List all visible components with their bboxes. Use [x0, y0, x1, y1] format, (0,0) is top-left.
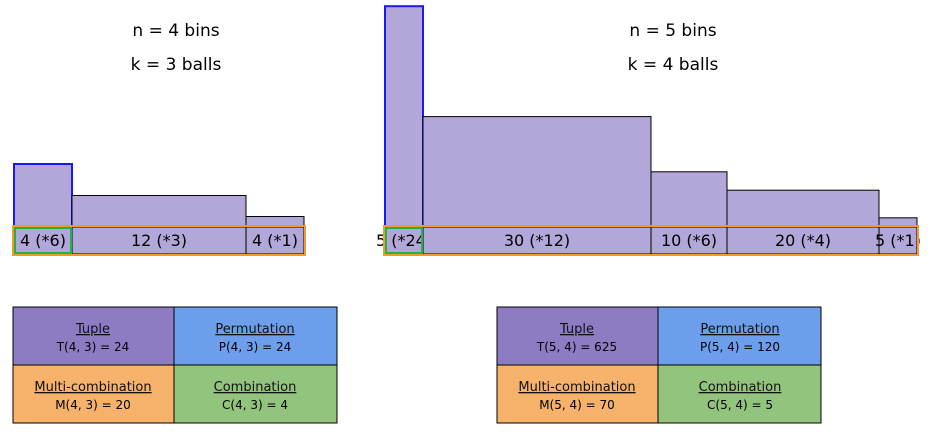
bar-label-0: 4 (*6) [20, 231, 66, 250]
bar-0 [384, 5, 424, 229]
right-combination-value: C(5, 4) = 5 [707, 398, 773, 412]
left-permutation-title: Permutation [215, 322, 294, 337]
right-tuple-cell [496, 306, 659, 366]
bar-label-cell-1 [422, 226, 652, 255]
bar-label-cell-3 [726, 226, 880, 255]
right-permutation-value: P(5, 4) = 120 [700, 340, 780, 354]
right-bar-chart: 5 (*24) 30 (*12) 10 (*6) 20 (*4) 5 (*1) [376, 5, 921, 255]
left-tuple-cell [12, 306, 175, 366]
left-label-row-border [12, 225, 306, 256]
diagram-left: n = 4 bins k = 3 balls 4 (*6) 12 (*3) 4 (*… [12, 21, 306, 256]
bar-label-1: 12 (*3) [131, 231, 187, 250]
bar-1 [422, 116, 652, 228]
bar-3 [726, 189, 880, 228]
bar-1 [71, 195, 247, 228]
left-combination-title: Combination [214, 380, 297, 395]
bar-label-cell-4 [878, 226, 918, 255]
right-combination-cell [657, 364, 822, 424]
right-heading-bins: n = 5 bins [629, 21, 716, 41]
left-heading-bins: n = 4 bins [132, 21, 219, 41]
left-tuple-title: Tuple [75, 322, 110, 337]
bar-label-2: 10 (*6) [661, 231, 717, 250]
left-first-cell-border [14, 227, 72, 254]
left-multicombination-value: M(4, 3) = 20 [55, 398, 131, 412]
right-heading-balls: k = 4 balls [628, 55, 719, 75]
right-first-cell-border [385, 227, 423, 254]
bar-label-0: 5 (*24) [376, 231, 432, 250]
left-tuple-value: T(4, 3) = 24 [56, 340, 130, 354]
right-permutation-cell [657, 306, 822, 366]
bar-label-cell-1 [71, 226, 247, 255]
bar-2 [650, 171, 728, 228]
bar-label-3: 20 (*4) [775, 231, 831, 250]
right-permutation-title: Permutation [700, 322, 779, 337]
left-heading-balls: k = 3 balls [131, 55, 222, 75]
right-multicombination-title: Multi-combination [518, 380, 635, 395]
left-bar-chart: 4 (*6) 12 (*3) 4 (*1) [13, 163, 305, 255]
diagram-right: n = 5 bins k = 4 balls 5 (*24) 30 (*12) 10… [376, 5, 921, 256]
right-combination-title: Combination [699, 380, 782, 395]
right-tuple-value: T(5, 4) = 625 [536, 340, 617, 354]
right-label-row-border [383, 225, 919, 256]
left-permutation-value: P(4, 3) = 24 [219, 340, 291, 354]
left-multicombination-title: Multi-combination [34, 380, 151, 395]
bar-label-cell-2 [650, 226, 728, 255]
left-multicombination-cell [12, 364, 175, 424]
left-table: Tuple T(4, 3) = 24 Permutation P(4, 3) =… [12, 306, 338, 424]
bar-0 [13, 163, 73, 228]
bar-label-1: 30 (*12) [504, 231, 570, 250]
bar-label-2: 4 (*1) [252, 231, 298, 250]
right-table: Tuple T(5, 4) = 625 Permutation P(5, 4) … [496, 306, 822, 424]
right-multicombination-value: M(5, 4) = 70 [539, 398, 615, 412]
left-permutation-cell [173, 306, 338, 366]
left-combination-value: C(4, 3) = 4 [222, 398, 288, 412]
bar-label-4: 5 (*1) [875, 231, 921, 250]
right-tuple-title: Tuple [559, 322, 594, 337]
left-combination-cell [173, 364, 338, 424]
